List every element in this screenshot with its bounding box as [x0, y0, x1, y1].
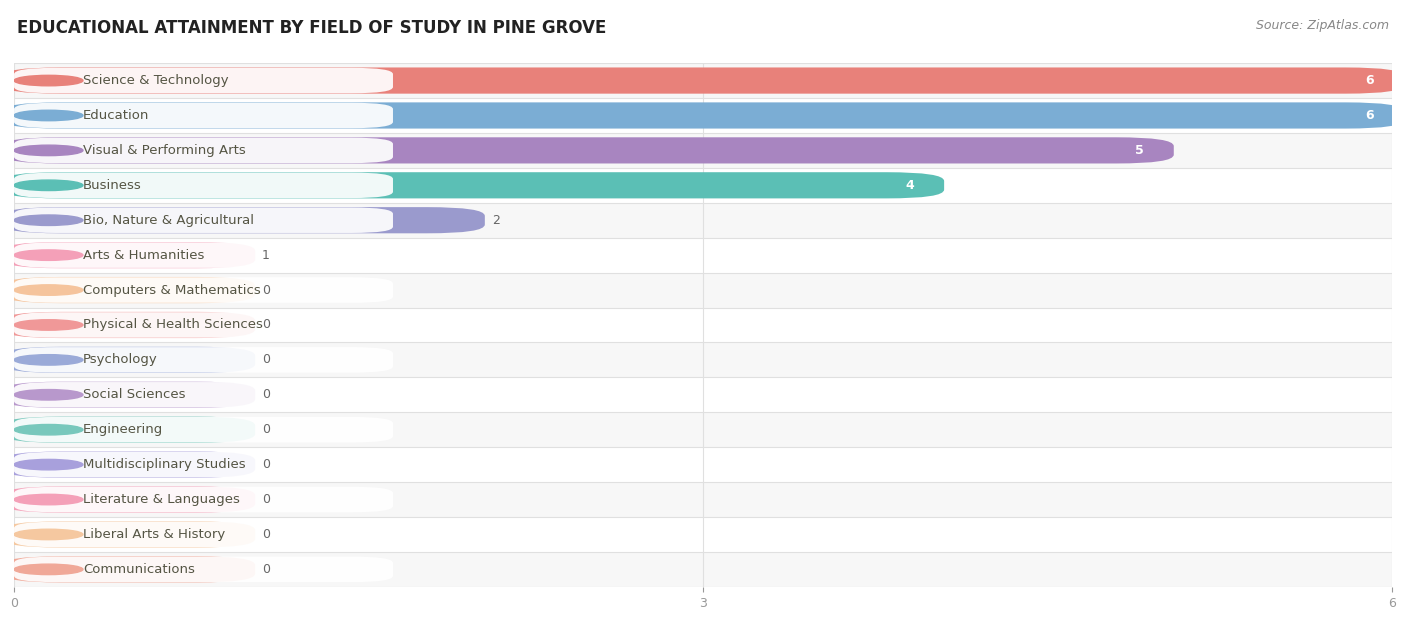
FancyBboxPatch shape	[3, 347, 256, 373]
FancyBboxPatch shape	[14, 98, 1392, 133]
Circle shape	[14, 564, 83, 575]
Text: Education: Education	[83, 109, 149, 122]
FancyBboxPatch shape	[14, 208, 394, 233]
Circle shape	[14, 494, 83, 505]
Text: 2: 2	[492, 214, 499, 227]
FancyBboxPatch shape	[3, 102, 1403, 129]
Text: 4: 4	[905, 179, 914, 192]
Text: Business: Business	[83, 179, 142, 192]
Text: 0: 0	[262, 388, 270, 401]
Text: Social Sciences: Social Sciences	[83, 388, 186, 401]
Circle shape	[14, 320, 83, 330]
FancyBboxPatch shape	[14, 242, 394, 268]
Text: Psychology: Psychology	[83, 353, 157, 367]
FancyBboxPatch shape	[14, 557, 394, 582]
Text: Source: ZipAtlas.com: Source: ZipAtlas.com	[1256, 19, 1389, 32]
Text: 1: 1	[262, 249, 270, 262]
FancyBboxPatch shape	[14, 168, 1392, 203]
FancyBboxPatch shape	[3, 452, 256, 478]
Circle shape	[14, 215, 83, 225]
Text: 0: 0	[262, 283, 270, 297]
FancyBboxPatch shape	[14, 312, 394, 338]
Text: 0: 0	[262, 353, 270, 367]
FancyBboxPatch shape	[14, 452, 394, 478]
FancyBboxPatch shape	[14, 487, 394, 512]
FancyBboxPatch shape	[3, 68, 1403, 93]
Text: 5: 5	[1135, 144, 1144, 157]
FancyBboxPatch shape	[3, 242, 256, 268]
FancyBboxPatch shape	[14, 482, 1392, 517]
FancyBboxPatch shape	[3, 487, 256, 512]
FancyBboxPatch shape	[3, 277, 256, 303]
FancyBboxPatch shape	[14, 203, 1392, 238]
FancyBboxPatch shape	[14, 552, 1392, 587]
FancyBboxPatch shape	[3, 207, 485, 233]
FancyBboxPatch shape	[14, 277, 394, 303]
Text: Multidisciplinary Studies: Multidisciplinary Studies	[83, 458, 246, 471]
Circle shape	[14, 250, 83, 261]
Circle shape	[14, 459, 83, 470]
Text: Computers & Mathematics: Computers & Mathematics	[83, 283, 260, 297]
Text: 0: 0	[262, 563, 270, 576]
Text: 0: 0	[262, 458, 270, 471]
FancyBboxPatch shape	[3, 521, 256, 548]
FancyBboxPatch shape	[14, 63, 1392, 98]
FancyBboxPatch shape	[14, 517, 1392, 552]
Text: Visual & Performing Arts: Visual & Performing Arts	[83, 144, 246, 157]
FancyBboxPatch shape	[3, 557, 256, 582]
Circle shape	[14, 529, 83, 540]
Circle shape	[14, 110, 83, 121]
FancyBboxPatch shape	[14, 103, 394, 128]
FancyBboxPatch shape	[14, 343, 1392, 377]
Circle shape	[14, 389, 83, 400]
Circle shape	[14, 355, 83, 365]
FancyBboxPatch shape	[14, 273, 1392, 307]
Text: Communications: Communications	[83, 563, 195, 576]
FancyBboxPatch shape	[14, 68, 394, 93]
Circle shape	[14, 145, 83, 156]
FancyBboxPatch shape	[14, 412, 1392, 447]
Text: Literature & Languages: Literature & Languages	[83, 493, 240, 506]
FancyBboxPatch shape	[3, 172, 945, 198]
FancyBboxPatch shape	[14, 133, 1392, 168]
FancyBboxPatch shape	[3, 312, 256, 338]
FancyBboxPatch shape	[3, 138, 1174, 163]
FancyBboxPatch shape	[14, 307, 1392, 343]
FancyBboxPatch shape	[14, 447, 1392, 482]
FancyBboxPatch shape	[14, 138, 394, 163]
Text: Science & Technology: Science & Technology	[83, 74, 229, 87]
Text: 6: 6	[1365, 74, 1374, 87]
FancyBboxPatch shape	[14, 382, 394, 408]
Text: 6: 6	[1365, 109, 1374, 122]
Text: 0: 0	[262, 423, 270, 436]
Text: Engineering: Engineering	[83, 423, 163, 436]
Text: Liberal Arts & History: Liberal Arts & History	[83, 528, 225, 541]
FancyBboxPatch shape	[14, 172, 394, 198]
Text: Physical & Health Sciences: Physical & Health Sciences	[83, 319, 263, 331]
Text: 0: 0	[262, 493, 270, 506]
Text: Bio, Nature & Agricultural: Bio, Nature & Agricultural	[83, 214, 254, 227]
FancyBboxPatch shape	[14, 377, 1392, 412]
Circle shape	[14, 180, 83, 191]
FancyBboxPatch shape	[14, 417, 394, 442]
Circle shape	[14, 75, 83, 86]
FancyBboxPatch shape	[14, 238, 1392, 273]
Text: Arts & Humanities: Arts & Humanities	[83, 249, 204, 262]
FancyBboxPatch shape	[14, 522, 394, 547]
Text: 0: 0	[262, 319, 270, 331]
Text: 0: 0	[262, 528, 270, 541]
Circle shape	[14, 285, 83, 295]
Text: EDUCATIONAL ATTAINMENT BY FIELD OF STUDY IN PINE GROVE: EDUCATIONAL ATTAINMENT BY FIELD OF STUDY…	[17, 19, 606, 37]
FancyBboxPatch shape	[3, 416, 256, 443]
FancyBboxPatch shape	[3, 382, 256, 408]
FancyBboxPatch shape	[14, 347, 394, 373]
Circle shape	[14, 425, 83, 435]
